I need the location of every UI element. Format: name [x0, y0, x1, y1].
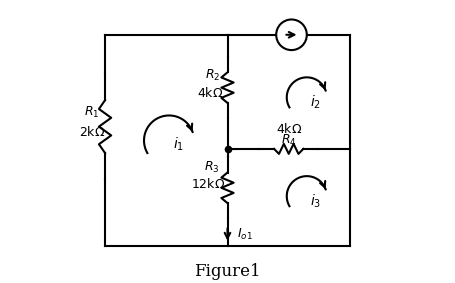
Text: $R_4$: $R_4$ [281, 132, 297, 147]
Text: $R_1$: $R_1$ [84, 105, 100, 120]
Text: $i_1$: $i_1$ [173, 136, 184, 153]
Text: $2\mathrm{k\Omega}$: $2\mathrm{k\Omega}$ [79, 125, 105, 139]
Text: $I_{o1}$: $I_{o1}$ [237, 227, 253, 242]
Text: $R_2$: $R_2$ [205, 68, 220, 83]
Text: $4\mathrm{k\Omega}$: $4\mathrm{k\Omega}$ [197, 86, 223, 100]
Text: Figure1: Figure1 [194, 263, 261, 280]
Text: $i_2$: $i_2$ [309, 93, 321, 111]
Text: $R_3$: $R_3$ [204, 159, 219, 175]
Text: $i_3$: $i_3$ [309, 192, 321, 210]
Text: $12\mathrm{k\Omega}$: $12\mathrm{k\Omega}$ [192, 177, 226, 191]
Text: $4\mathrm{k\Omega}$: $4\mathrm{k\Omega}$ [276, 122, 302, 136]
